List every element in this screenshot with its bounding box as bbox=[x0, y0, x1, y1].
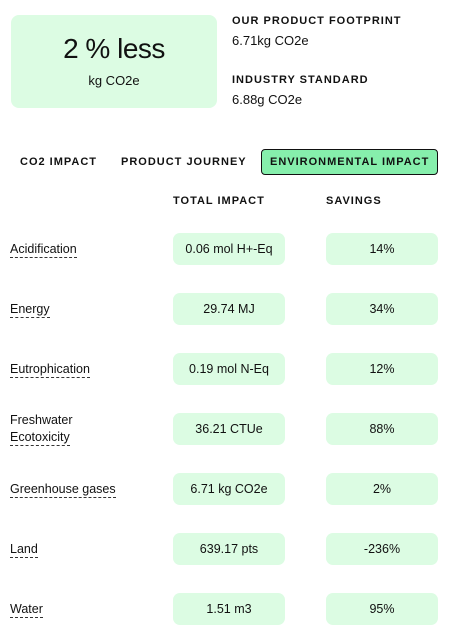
metric-label-line2-wrap: Ecotoxicity bbox=[10, 429, 130, 446]
tab-co2-impact[interactable]: CO2 IMPACT bbox=[20, 156, 98, 168]
tab-product-journey[interactable]: PRODUCT JOURNEY bbox=[121, 156, 247, 168]
metric-label: Acidification bbox=[10, 242, 77, 258]
metric-label-line2: Ecotoxicity bbox=[10, 430, 70, 446]
table-row: Acidification 0.06 mol H+-Eq 14% bbox=[0, 233, 449, 267]
tab-environmental-impact[interactable]: ENVIRONMENTAL IMPACT bbox=[261, 149, 439, 175]
table-row: Land 639.17 pts -236% bbox=[0, 533, 449, 567]
savings-value: -236% bbox=[326, 533, 438, 565]
table-row: Greenhouse gases 6.71 kg CO2e 2% bbox=[0, 473, 449, 507]
product-footprint-label: OUR PRODUCT FOOTPRINT bbox=[232, 15, 402, 27]
impact-value: 0.06 mol H+-Eq bbox=[173, 233, 285, 265]
hero-headline: 2 % less bbox=[63, 33, 165, 64]
impact-value: 1.51 m3 bbox=[173, 593, 285, 625]
metric-label: Water bbox=[10, 602, 43, 618]
savings-value: 34% bbox=[326, 293, 438, 325]
table-row: Energy 29.74 MJ 34% bbox=[0, 293, 449, 327]
hero-unit: kg CO2e bbox=[88, 73, 140, 88]
metric-label: Land bbox=[10, 542, 38, 558]
impact-value: 29.74 MJ bbox=[173, 293, 285, 325]
metric-label: Energy bbox=[10, 302, 50, 318]
savings-value: 95% bbox=[326, 593, 438, 625]
product-footprint: OUR PRODUCT FOOTPRINT 6.71kg CO2e bbox=[232, 15, 402, 48]
savings-value: 12% bbox=[326, 353, 438, 385]
impact-value: 639.17 pts bbox=[173, 533, 285, 565]
table-row: Eutrophication 0.19 mol N-Eq 12% bbox=[0, 353, 449, 387]
table-row: Freshwater Ecotoxicity 36.21 CTUe 88% bbox=[0, 413, 449, 447]
table-row: Water 1.51 m3 95% bbox=[0, 593, 449, 627]
column-header-savings: SAVINGS bbox=[326, 195, 382, 207]
metric-label-line1: Freshwater bbox=[10, 413, 73, 427]
impact-value: 0.19 mol N-Eq bbox=[173, 353, 285, 385]
hero-savings-card: 2 % less kg CO2e bbox=[11, 15, 217, 108]
industry-standard-value: 6.88g CO2e bbox=[232, 92, 303, 107]
impact-value: 6.71 kg CO2e bbox=[173, 473, 285, 505]
industry-standard: INDUSTRY STANDARD 6.88g CO2e bbox=[232, 74, 369, 107]
savings-value: 88% bbox=[326, 413, 438, 445]
industry-standard-label: INDUSTRY STANDARD bbox=[232, 74, 369, 86]
product-footprint-value: 6.71kg CO2e bbox=[232, 33, 309, 48]
savings-value: 2% bbox=[326, 473, 438, 505]
column-header-total-impact: TOTAL IMPACT bbox=[173, 195, 265, 207]
metric-label: Freshwater Ecotoxicity bbox=[10, 412, 130, 446]
tab-bar: CO2 IMPACT PRODUCT JOURNEY ENVIRONMENTAL… bbox=[0, 149, 449, 175]
impact-value: 36.21 CTUe bbox=[173, 413, 285, 445]
savings-value: 14% bbox=[326, 233, 438, 265]
metric-label: Greenhouse gases bbox=[10, 482, 116, 498]
metric-label: Eutrophication bbox=[10, 362, 90, 378]
